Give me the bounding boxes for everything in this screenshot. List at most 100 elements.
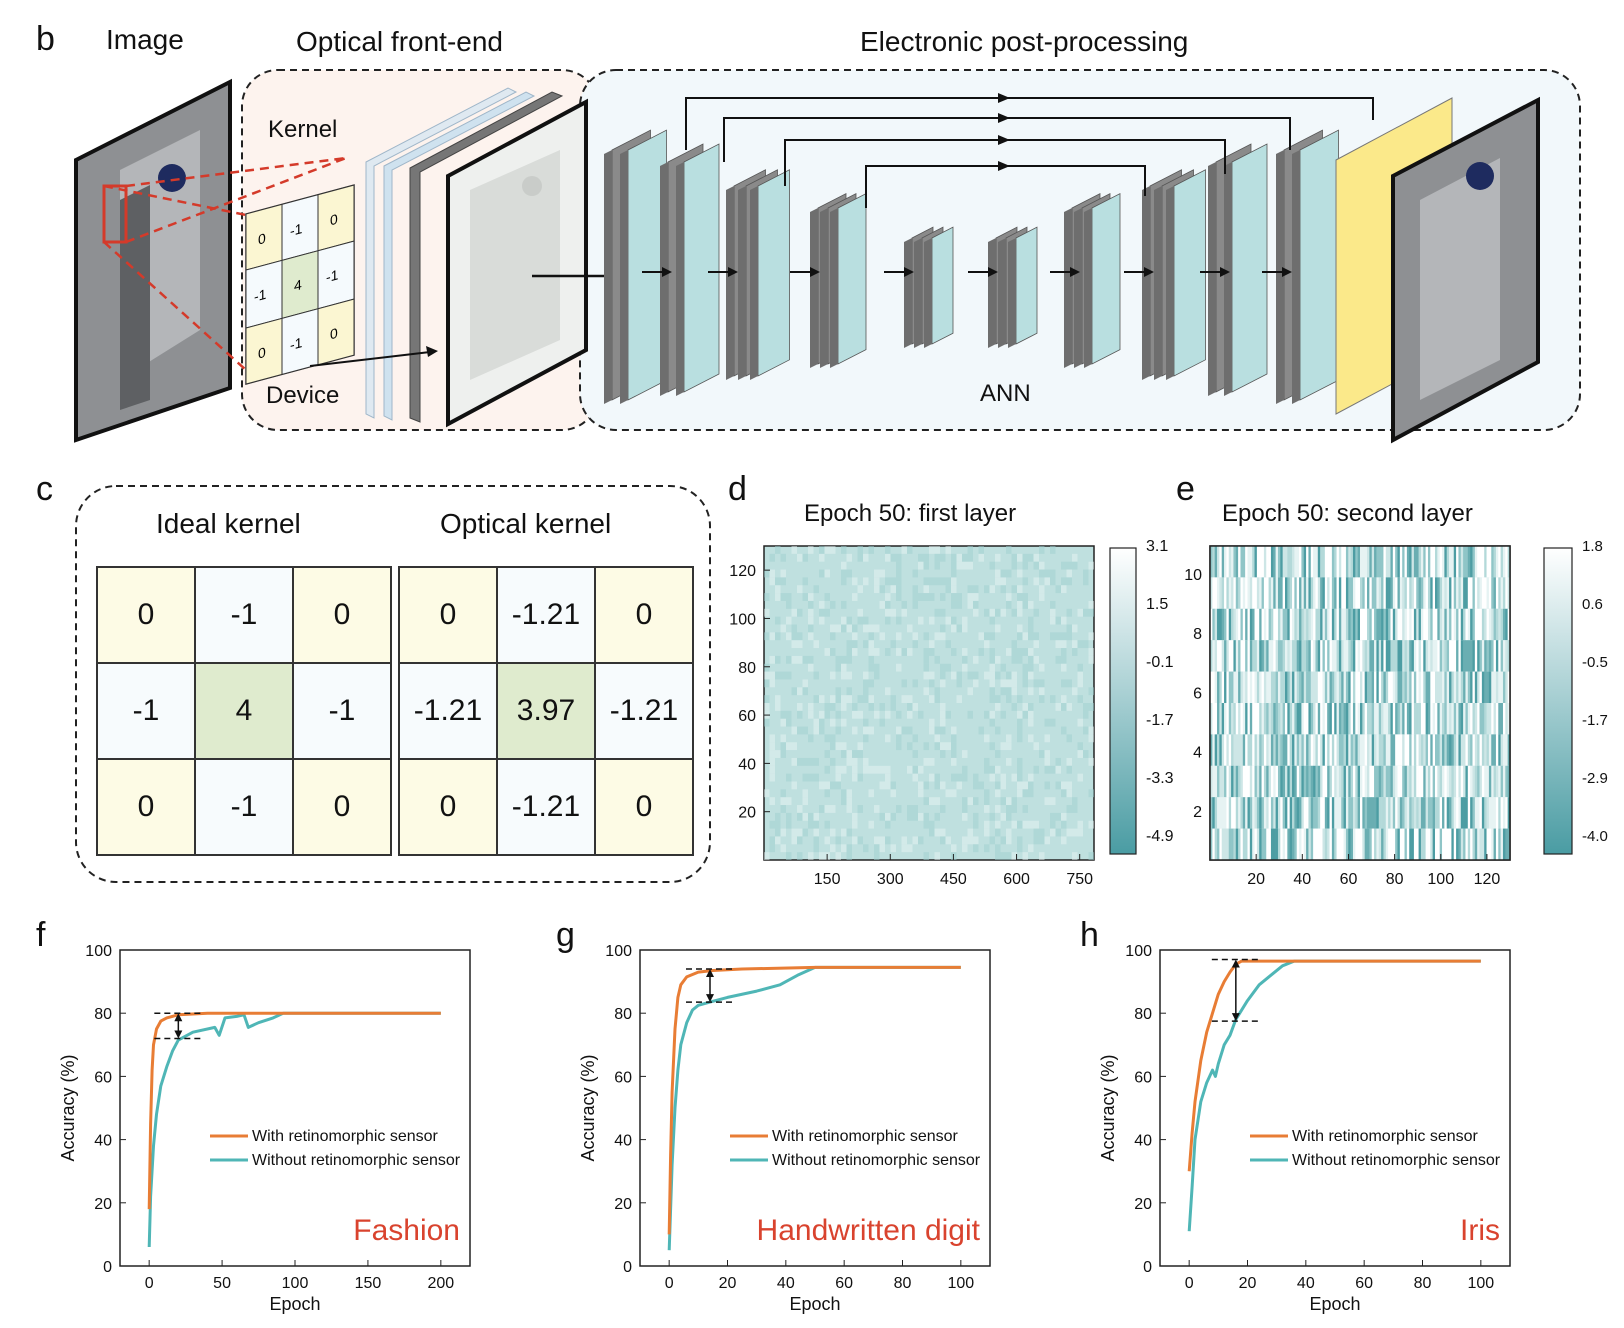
heatmap-e-cell [1395, 703, 1398, 735]
panel-letter-f: f [36, 916, 46, 954]
heatmap-e-cell [1280, 577, 1283, 609]
heatmap-cell [769, 750, 775, 758]
heatmap-e-cell [1362, 703, 1365, 735]
heatmap-e-cell [1430, 640, 1433, 672]
heatmap-cell [956, 561, 962, 570]
heatmap-e-cell [1313, 703, 1316, 735]
heatmap-cell [956, 671, 962, 680]
heatmap-cell [857, 742, 863, 751]
heatmap-e-cell [1338, 546, 1342, 578]
heatmap-e-cell [1467, 797, 1471, 829]
heatmap-cell [824, 593, 830, 601]
heatmap-cell [1088, 608, 1094, 617]
kernel-grid: 0 -1 0 -1 4 -1 0 -1 0 [245, 184, 355, 385]
heatmap-cell [1006, 687, 1012, 696]
heatmap-e-cell [1324, 671, 1328, 703]
heatmap-e-cell [1299, 577, 1302, 609]
heatmap-cell [780, 593, 786, 601]
heatmap-e-cell [1289, 577, 1293, 609]
heatmap-e-cell [1453, 828, 1457, 860]
heatmap-e-cell [1285, 734, 1288, 766]
y-tick-label: 100 [605, 943, 632, 960]
heatmap-e-cell [1477, 577, 1480, 609]
heatmap-cell [1055, 828, 1061, 837]
heatmap-e-cell [1362, 797, 1365, 829]
heatmap-cell [967, 710, 973, 719]
series-line-without-sensor [667, 965, 961, 1251]
heatmap-e-cell [1437, 734, 1440, 766]
heatmap-e-cell [1348, 671, 1351, 703]
heatmap-e-cell [1228, 703, 1232, 735]
heatmap-cell [1017, 836, 1023, 845]
heatmap-e-cell [1242, 828, 1246, 860]
heatmap-e-cell [1263, 828, 1267, 860]
heatmap-e-cell [1249, 828, 1253, 860]
heatmap-cell [769, 844, 775, 853]
heatmap-cell [863, 577, 869, 586]
heatmap-cell [989, 561, 995, 570]
heatmap-e-cell [1273, 734, 1276, 766]
heatmap-e-cell [1348, 765, 1351, 798]
heatmap-cell [769, 836, 775, 845]
heatmap-cell [852, 820, 858, 829]
heatmap-e-cell [1245, 577, 1248, 609]
heatmap-cell [923, 742, 929, 751]
heatmap-e-cell [1212, 765, 1215, 798]
heatmap-cell [978, 632, 984, 641]
heatmap-cell [951, 553, 957, 562]
kernel-cell-7: -1 [290, 335, 303, 354]
heatmap-cell [1050, 828, 1056, 837]
heatmap-e-cell [1432, 765, 1436, 798]
heatmap-cell [1000, 742, 1006, 751]
heatmap-e-cell [1350, 577, 1354, 609]
heatmap-cell [791, 640, 797, 649]
heatmap-cell [934, 695, 940, 703]
heatmap-e-cell [1210, 828, 1213, 860]
heatmap-e-cell [1376, 671, 1380, 703]
heatmap-e-cell [1238, 608, 1241, 641]
heatmap-cell [1050, 600, 1056, 609]
heatmap-cell [951, 671, 957, 680]
heatmap-cell [989, 812, 995, 821]
y-tick-label: 0 [103, 1259, 112, 1276]
heatmap-e-cell [1470, 671, 1473, 703]
heatmap-e-cell [1322, 640, 1326, 672]
heatmap-cell [984, 844, 990, 853]
ann-layer-edge [1154, 186, 1162, 380]
heatmap-e-cell [1320, 797, 1323, 829]
heatmap-cell [1000, 569, 1006, 578]
ideal-cell: -1 [194, 758, 294, 856]
heatmap-e-cell [1423, 671, 1426, 703]
heatmap-cell [1077, 679, 1083, 688]
heatmap-e-cell [1338, 608, 1342, 641]
x-tick-label: 100 [282, 1275, 309, 1292]
heatmap-e-cell [1376, 546, 1380, 578]
heatmap-e-cell [1479, 797, 1483, 829]
heatmap-e-cell [1235, 797, 1239, 829]
heatmap-cell [995, 781, 1001, 790]
heatmap-cell [995, 624, 1001, 633]
heatmap-e-cell [1500, 546, 1504, 578]
heatmap-e-cell [1495, 765, 1499, 798]
heatmap-e-cell [1233, 577, 1237, 609]
heatmap-e-cell [1399, 546, 1403, 578]
heatmap-e-cell [1479, 546, 1483, 578]
heatmap-cell [1066, 757, 1072, 766]
heatmap-e-cell [1313, 577, 1316, 609]
heatmap-e-cell [1367, 734, 1370, 766]
heatmap-e-cell [1460, 734, 1464, 766]
heatmap-cell [1006, 828, 1012, 837]
heatmap-cell [995, 695, 1001, 703]
heatmap-e-cell [1287, 703, 1290, 735]
heatmap-cell [1011, 608, 1017, 617]
heatmap-e-cell [1423, 546, 1426, 578]
heatmap-e-cell [1381, 640, 1384, 672]
heatmap-e-cell [1500, 577, 1504, 609]
heatmap-e-cell [1287, 640, 1290, 672]
heatmap-e-cell [1331, 828, 1335, 860]
heatmap-cell [978, 648, 984, 656]
heatmap-cell [896, 569, 902, 578]
heatmap-cell [995, 703, 1001, 711]
heatmap-e-cell [1360, 765, 1363, 798]
heatmap-cell [973, 585, 979, 594]
